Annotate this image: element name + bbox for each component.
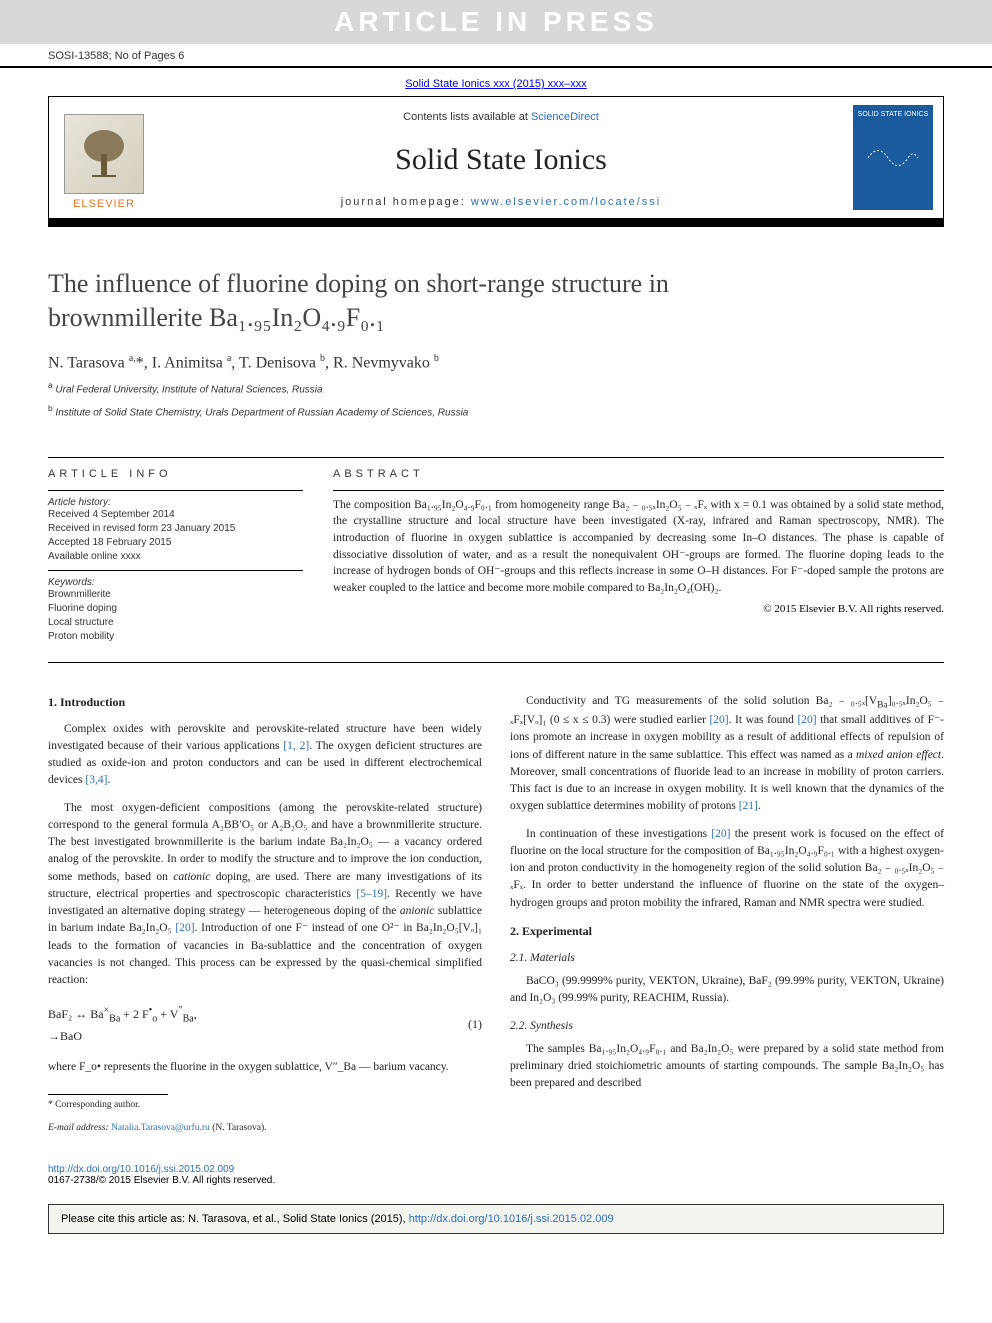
cover-label: SOLID STATE IONICS bbox=[855, 111, 931, 118]
journal-ref-link[interactable]: Solid State Ionics xxx (2015) xxx–xxx bbox=[405, 78, 587, 90]
fn-email-link[interactable]: Natalia.Tarasova@urfu.ru bbox=[111, 1123, 210, 1133]
sec2-heading: 2. Experimental bbox=[510, 922, 944, 940]
homepage-line: journal homepage: www.elsevier.com/locat… bbox=[159, 196, 843, 208]
doi-link[interactable]: http://dx.doi.org/10.1016/j.ssi.2015.02.… bbox=[48, 1164, 234, 1175]
sub21: 2.1. Materials bbox=[510, 950, 944, 967]
eq-num: (1) bbox=[468, 1015, 482, 1033]
p2: The most oxygen-deficient compositions (… bbox=[48, 800, 482, 990]
eq-text: BaF₂ ↔ Ba×Ba + 2 F•o + V″Ba,→BaO bbox=[48, 1003, 197, 1044]
ref-3-4[interactable]: [3,4] bbox=[85, 774, 107, 786]
keywords-label: Keywords: bbox=[48, 577, 303, 588]
journal-name: Solid State Ionics bbox=[159, 143, 843, 177]
cite-prefix: Please cite this article as: N. Tarasova… bbox=[61, 1213, 409, 1225]
fn-email-who: (N. Tarasova). bbox=[210, 1123, 267, 1133]
elsevier-tree-icon bbox=[64, 114, 144, 194]
ref-21[interactable]: [21] bbox=[739, 800, 758, 812]
abstract-heading: abstract bbox=[333, 468, 944, 480]
info-abstract-row: article info Article history: Received 4… bbox=[0, 458, 992, 644]
kw1: Brownmillerite bbox=[48, 588, 303, 602]
ref-1-2[interactable]: [1, 2] bbox=[283, 740, 309, 752]
p5: In continuation of these investigations … bbox=[510, 826, 944, 912]
header-row: SOSI-13588; No of Pages 6 bbox=[0, 44, 992, 68]
fn-corresponding: * Corresponding author. bbox=[48, 1099, 482, 1112]
affil-b: b Institute of Solid State Chemistry, Ur… bbox=[48, 403, 944, 418]
contents-line: Contents lists available at ScienceDirec… bbox=[159, 111, 843, 123]
authors: N. Tarasova a,*, I. Animitsa a, T. Denis… bbox=[48, 353, 944, 372]
abstract-text: The composition Ba₁.₉₅In₂O₄.₉F₀.₁ from h… bbox=[333, 497, 944, 597]
body-columns: 1. Introduction Complex oxides with pero… bbox=[0, 663, 992, 1146]
equation-1: BaF₂ ↔ Ba×Ba + 2 F•o + V″Ba,→BaO (1) bbox=[48, 1003, 482, 1044]
affil-a-text: Ural Federal University, Institute of Na… bbox=[55, 384, 322, 395]
homepage-prefix: journal homepage: bbox=[341, 196, 471, 208]
title-line-1: The influence of fluorine doping on shor… bbox=[48, 269, 669, 298]
cite-doi-link[interactable]: http://dx.doi.org/10.1016/j.ssi.2015.02.… bbox=[409, 1213, 614, 1225]
affil-a: a Ural Federal University, Institute of … bbox=[48, 380, 944, 395]
masthead-center: Contents lists available at ScienceDirec… bbox=[159, 97, 843, 218]
p3: where F_o• represents the fluorine in th… bbox=[48, 1059, 482, 1076]
black-rule bbox=[48, 219, 944, 227]
masthead-left: ELSEVIER bbox=[49, 97, 159, 218]
abstract-hr bbox=[333, 490, 944, 491]
left-column: 1. Introduction Complex oxides with pero… bbox=[48, 693, 482, 1146]
history-label: Article history: bbox=[48, 497, 303, 508]
page: ARTICLE IN PRESS SOSI-13588; No of Pages… bbox=[0, 0, 992, 1323]
journal-ref-line: Solid State Ionics xxx (2015) xxx–xxx bbox=[0, 68, 992, 96]
p7: The samples Ba₁.₉₅In₂O₄.₉F₀.₁ and Ba₂In₂… bbox=[510, 1041, 944, 1093]
fn-email-label: E-mail address: bbox=[48, 1123, 111, 1133]
footnote-rule bbox=[48, 1094, 168, 1095]
received: Received 4 September 2014 bbox=[48, 508, 303, 522]
p4: Conductivity and TG measurements of the … bbox=[510, 693, 944, 816]
p1: Complex oxides with perovskite and perov… bbox=[48, 721, 482, 790]
fn-email: E-mail address: Natalia.Tarasova@urfu.ru… bbox=[48, 1122, 482, 1135]
cite-box: Please cite this article as: N. Tarasova… bbox=[48, 1204, 944, 1234]
contents-prefix: Contents lists available at bbox=[403, 111, 531, 123]
ref-5-19[interactable]: [5–19] bbox=[356, 888, 387, 900]
kw3: Local structure bbox=[48, 616, 303, 630]
article-in-press-banner: ARTICLE IN PRESS bbox=[0, 0, 992, 44]
article-info-col: article info Article history: Received 4… bbox=[48, 468, 303, 644]
title-line-2: brownmillerite Ba₁.₉₅In₂O₄.₉F₀.₁ bbox=[48, 303, 385, 332]
issn-line: 0167-2738/© 2015 Elsevier B.V. All right… bbox=[48, 1175, 275, 1186]
affil-b-text: Institute of Solid State Chemistry, Ural… bbox=[55, 408, 468, 419]
sciencedirect-link[interactable]: ScienceDirect bbox=[531, 111, 599, 123]
ref-20c[interactable]: [20] bbox=[797, 714, 816, 726]
masthead-right: SOLID STATE IONICS bbox=[843, 97, 943, 218]
article-title: The influence of fluorine doping on shor… bbox=[48, 267, 944, 335]
homepage-link[interactable]: www.elsevier.com/locate/ssi bbox=[471, 196, 661, 208]
revised: Received in revised form 23 January 2015 bbox=[48, 522, 303, 536]
kw4: Proton mobility bbox=[48, 630, 303, 644]
info-hr-1 bbox=[48, 490, 303, 491]
info-hr-2 bbox=[48, 570, 303, 571]
info-heading: article info bbox=[48, 468, 303, 480]
ref-20d[interactable]: [20] bbox=[711, 828, 730, 840]
publisher-label: ELSEVIER bbox=[73, 198, 135, 210]
right-column: Conductivity and TG measurements of the … bbox=[510, 693, 944, 1146]
article-header: The influence of fluorine doping on shor… bbox=[0, 227, 992, 439]
model-ref: SOSI-13588; No of Pages 6 bbox=[48, 50, 184, 62]
ref-20b[interactable]: [20] bbox=[709, 714, 728, 726]
ref-20a[interactable]: [20] bbox=[175, 922, 194, 934]
abstract-copyright: © 2015 Elsevier B.V. All rights reserved… bbox=[333, 603, 944, 615]
doi-block: http://dx.doi.org/10.1016/j.ssi.2015.02.… bbox=[0, 1146, 992, 1194]
online: Available online xxxx bbox=[48, 550, 303, 564]
sec1-heading: 1. Introduction bbox=[48, 693, 482, 711]
cover-thumb-icon: SOLID STATE IONICS bbox=[853, 105, 933, 210]
p6: BaCO₃ (99.9999% purity, VEKTON, Ukraine)… bbox=[510, 973, 944, 1008]
accepted: Accepted 18 February 2015 bbox=[48, 536, 303, 550]
kw2: Fluorine doping bbox=[48, 602, 303, 616]
abstract-col: abstract The composition Ba₁.₉₅In₂O₄.₉F₀… bbox=[333, 468, 944, 644]
sub22: 2.2. Synthesis bbox=[510, 1018, 944, 1035]
masthead: ELSEVIER Contents lists available at Sci… bbox=[48, 96, 944, 219]
